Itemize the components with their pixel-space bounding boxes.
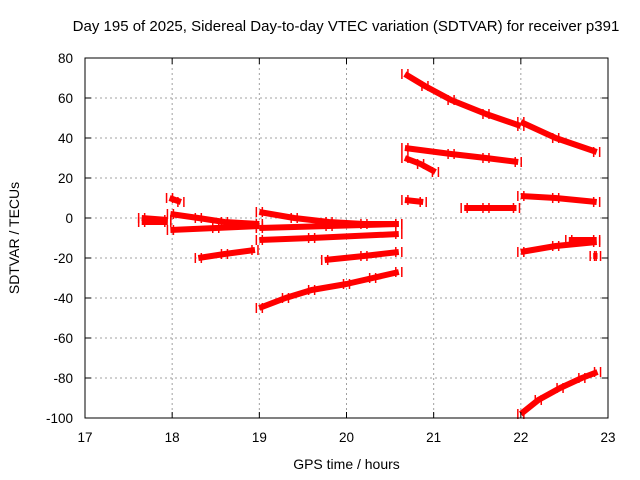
x-axis-label: GPS time / hours bbox=[293, 456, 400, 472]
y-tick-label: -40 bbox=[53, 291, 73, 306]
series-s6 bbox=[194, 245, 259, 263]
series-s22 bbox=[517, 367, 602, 419]
x-tick-label: 23 bbox=[600, 430, 615, 445]
chart-title: Day 195 of 2025, Sidereal Day-to-day VTE… bbox=[72, 18, 620, 35]
data-series bbox=[137, 69, 602, 419]
series-s19 bbox=[517, 237, 601, 257]
series-s10 bbox=[255, 267, 403, 313]
series-line bbox=[169, 211, 260, 227]
series-s15 bbox=[401, 195, 427, 207]
series-s21 bbox=[589, 251, 602, 261]
y-tick-label: 20 bbox=[58, 171, 73, 186]
series-line bbox=[324, 249, 400, 263]
y-tick-label: -100 bbox=[46, 411, 73, 426]
series-s2 bbox=[137, 217, 172, 227]
series-s3 bbox=[165, 193, 185, 207]
y-tick-label: 40 bbox=[58, 131, 73, 146]
x-tick-label: 17 bbox=[77, 430, 92, 445]
series-line bbox=[170, 223, 260, 233]
series-s16 bbox=[460, 203, 521, 213]
y-tick-label: -20 bbox=[53, 251, 73, 266]
x-tick-label: 22 bbox=[513, 430, 528, 445]
series-s12 bbox=[401, 69, 525, 131]
series-line bbox=[168, 195, 182, 205]
series-line bbox=[403, 155, 437, 175]
series-line bbox=[258, 269, 400, 311]
series-line bbox=[520, 193, 597, 205]
series-line bbox=[404, 145, 519, 165]
series-s8 bbox=[255, 219, 403, 233]
y-tick-label: -80 bbox=[53, 371, 73, 386]
series-line bbox=[259, 231, 399, 243]
axis-ticks: 17 18 19 20 21 22 23 -100 -80 -60 -40 -20 0 20 40 60 80 bbox=[46, 51, 616, 445]
series-line bbox=[197, 247, 256, 261]
x-tick-label: 19 bbox=[252, 430, 267, 445]
x-tick-label: 18 bbox=[165, 430, 180, 445]
series-s17 bbox=[517, 117, 601, 157]
series-s18 bbox=[517, 191, 601, 207]
series-line bbox=[403, 71, 522, 129]
series-line bbox=[519, 119, 598, 155]
series-s9 bbox=[255, 229, 403, 245]
x-tick-label: 20 bbox=[339, 430, 354, 445]
series-s14 bbox=[401, 153, 440, 177]
series-s20 bbox=[565, 235, 601, 245]
series-line bbox=[520, 239, 597, 255]
series-s5 bbox=[166, 221, 264, 235]
series-line bbox=[259, 221, 399, 231]
series-line bbox=[518, 369, 599, 417]
grid bbox=[85, 58, 608, 418]
series-s11 bbox=[320, 247, 403, 265]
y-tick-label: 80 bbox=[58, 51, 73, 66]
y-tick-label: 60 bbox=[58, 91, 73, 106]
y-tick-label: -60 bbox=[53, 331, 73, 346]
series-s13 bbox=[401, 143, 522, 167]
y-tick-label: 0 bbox=[65, 211, 73, 226]
x-tick-label: 21 bbox=[426, 430, 441, 445]
